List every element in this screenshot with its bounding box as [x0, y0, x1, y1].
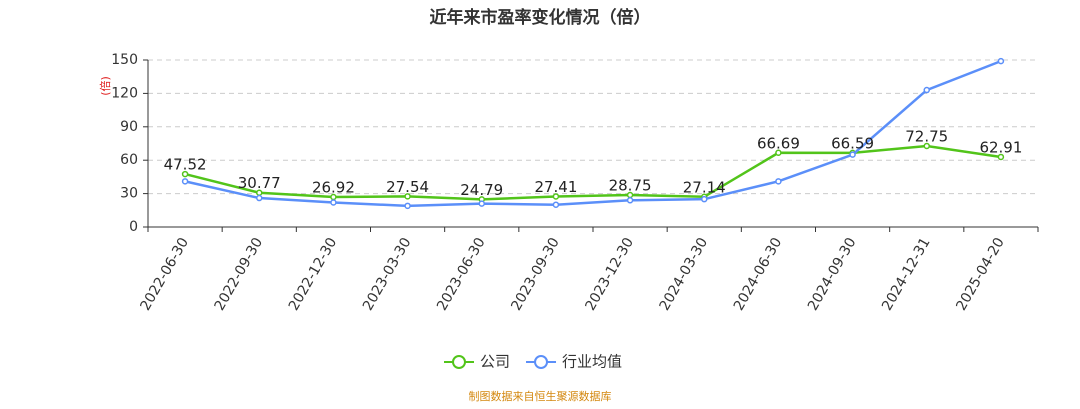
point	[997, 57, 1005, 65]
legend-marker	[452, 355, 466, 369]
point	[923, 86, 930, 94]
legend-marker	[534, 355, 549, 369]
y-tick-label: 120	[111, 85, 138, 101]
data-label: 27.41	[534, 178, 577, 196]
point	[181, 170, 189, 178]
point	[404, 202, 411, 210]
x-tick-label: 2024-06-30	[731, 235, 786, 313]
point	[849, 151, 856, 158]
source-note: 制图数据来自恒生聚源数据库	[469, 389, 612, 403]
point	[923, 142, 930, 150]
x-tick-label: 2023-12-30	[582, 235, 637, 313]
point	[552, 193, 560, 200]
data-label: 62.91	[979, 138, 1022, 156]
data-label: 27.14	[683, 178, 726, 196]
legend-label: 行业均值	[562, 353, 622, 371]
point	[997, 153, 1005, 161]
point	[775, 149, 782, 157]
point	[330, 199, 337, 206]
data-label: 72.75	[905, 128, 948, 146]
data-label: 27.54	[386, 178, 429, 196]
data-label: 30.77	[238, 174, 281, 192]
x-tick-label: 2024-09-30	[805, 235, 860, 313]
point	[478, 200, 485, 207]
point	[701, 195, 708, 203]
y-tick-label: 0	[129, 219, 138, 235]
x-tick-label: 2024-03-30	[657, 235, 712, 313]
series-line	[184, 144, 1002, 201]
point	[775, 178, 782, 185]
data-label: 66.69	[757, 134, 800, 152]
point	[552, 201, 560, 208]
data-label: 47.52	[164, 156, 207, 174]
point	[256, 194, 263, 202]
y-axis-label: (倍)	[98, 76, 112, 96]
data-label: 66.59	[831, 134, 874, 152]
point	[626, 197, 634, 204]
x-tick-label: 2022-06-30	[137, 235, 192, 313]
y-tick-label: 30	[120, 186, 138, 202]
point	[404, 193, 411, 200]
chart-title: 近年来市盈率变化情况（倍）	[430, 7, 651, 28]
y-tick-label: 90	[120, 119, 138, 135]
legend-label: 公司	[480, 353, 510, 371]
series-line	[184, 59, 1002, 208]
x-tick-label: 2022-09-30	[212, 235, 267, 313]
x-tick-label: 2023-09-30	[508, 235, 563, 313]
x-tick-label: 2023-06-30	[434, 235, 489, 313]
point	[181, 178, 189, 185]
x-tick-label: 2024-12-31	[879, 235, 934, 313]
data-label: 24.79	[460, 181, 503, 199]
x-tick-label: 2022-12-30	[286, 235, 341, 313]
y-tick-label: 60	[120, 152, 138, 168]
data-label: 28.75	[609, 176, 652, 194]
y-tick-label: 150	[111, 52, 138, 68]
data-label: 26.92	[312, 179, 355, 197]
x-tick-label: 2023-03-30	[360, 235, 415, 313]
x-tick-label: 2025-04-20	[953, 235, 1008, 313]
